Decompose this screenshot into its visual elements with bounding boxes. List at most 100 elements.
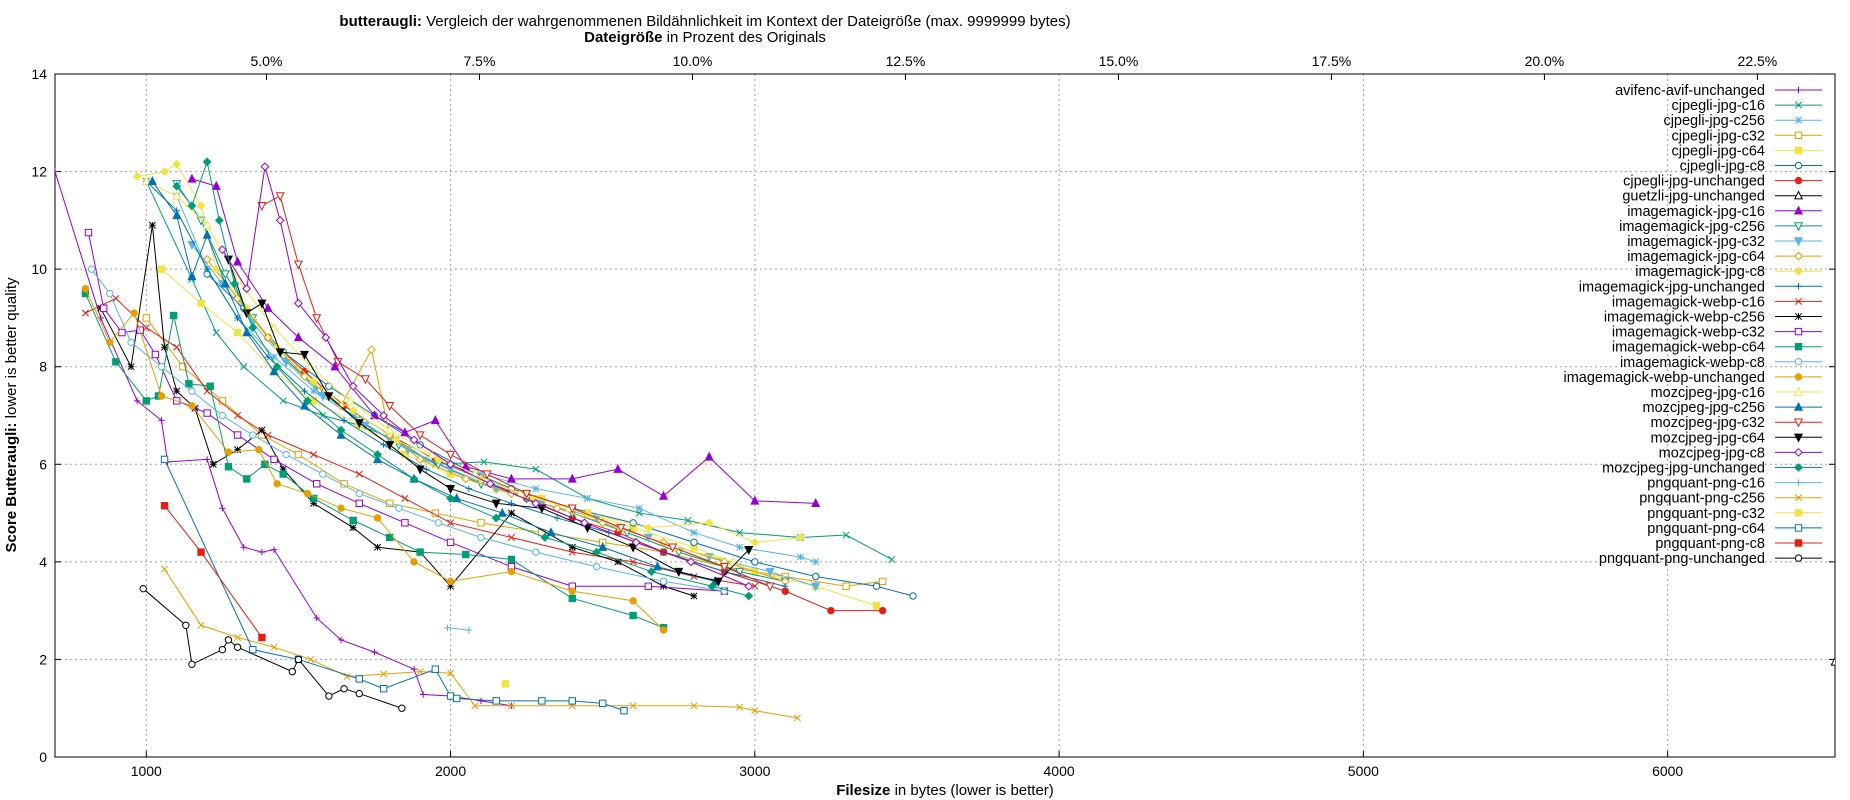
data-point	[209, 460, 217, 468]
data-point	[234, 314, 241, 322]
legend-label: mozcjpeg-jpg-c32	[1651, 415, 1765, 431]
data-point	[258, 548, 266, 556]
data-point	[385, 402, 395, 412]
series-line	[206, 273, 914, 597]
data-point	[628, 543, 638, 553]
data-point	[751, 707, 759, 715]
data-point	[659, 626, 668, 634]
data-point	[234, 411, 242, 420]
series-line	[206, 259, 786, 582]
series-line	[146, 180, 734, 563]
data-point	[258, 633, 266, 642]
data-point	[1795, 86, 1802, 94]
data-point	[684, 516, 692, 524]
data-point	[185, 380, 193, 388]
data-point	[55, 168, 59, 175]
legend-label: pngquant-png-c64	[1647, 521, 1765, 537]
series-pngquant-png-c32	[501, 680, 510, 688]
data-point	[257, 299, 267, 309]
x-tick-label: 2000	[435, 763, 466, 779]
series-mozcjpeg-jpg-c16	[141, 176, 739, 566]
data-point	[1794, 509, 1803, 517]
legend-entry: imagemagick-jpg-c32	[1627, 234, 1822, 250]
data-point	[391, 435, 401, 445]
series-imagemagick-webp-unchanged	[81, 284, 668, 634]
data-point	[531, 498, 541, 508]
data-point	[203, 456, 211, 463]
data-point	[309, 494, 318, 503]
legend-entry: mozcjpeg-jpg-c256	[1642, 400, 1822, 416]
data-point	[325, 692, 333, 700]
data-point	[233, 643, 242, 651]
data-point	[480, 458, 488, 466]
series-guetzli-jpg-unchanged	[1830, 656, 1835, 666]
series-line	[137, 163, 801, 543]
series-pngquant-png-c64	[160, 455, 628, 715]
data-point	[157, 363, 166, 371]
data-point	[592, 547, 602, 557]
data-point	[507, 555, 516, 564]
data-point	[477, 470, 485, 478]
top-tick-label: 10.0%	[673, 53, 713, 69]
data-point	[355, 675, 363, 683]
data-point	[173, 387, 181, 395]
data-point	[1794, 554, 1803, 562]
data-point	[224, 636, 233, 644]
data-point	[187, 201, 197, 211]
legend-entry: cjpegli-jpg-c8	[1680, 159, 1822, 175]
data-point	[255, 445, 263, 454]
data-point	[218, 411, 227, 420]
data-point	[240, 544, 247, 551]
data-point	[1793, 237, 1804, 247]
top-axis-title: Dateigröße in Prozent des Originals	[584, 29, 826, 46]
data-point	[345, 395, 355, 405]
data-point	[652, 561, 662, 571]
data-point	[203, 265, 211, 273]
data-point	[264, 353, 272, 361]
data-point	[567, 504, 577, 514]
data-point	[532, 465, 540, 473]
data-point	[410, 665, 418, 673]
data-point	[294, 655, 303, 664]
legend-label: mozcjpeg-jpg-c64	[1651, 430, 1765, 446]
data-point	[148, 221, 156, 229]
series-imagemagick-jpg-unchanged	[143, 178, 789, 590]
legend-label: guetzli-jpg-unchanged	[1622, 189, 1765, 205]
series-imagemagick-webp-c32	[84, 228, 729, 595]
data-point	[270, 546, 278, 553]
data-point	[275, 192, 285, 202]
data-point	[583, 494, 592, 502]
legend-entry: pngquant-png-c16	[1647, 476, 1822, 492]
legend-label: imagemagick-webp-c256	[1604, 310, 1765, 326]
legend-entry: imagemagick-webp-c32	[1612, 325, 1822, 341]
data-point	[827, 606, 835, 615]
legend: avifenc-avif-unchangedcjpegli-jpg-c16cjp…	[1563, 83, 1822, 567]
data-point	[704, 518, 714, 528]
data-point	[87, 265, 96, 273]
data-point	[409, 435, 419, 445]
data-point	[385, 424, 395, 434]
grid-layer	[55, 74, 1835, 757]
legend-label: pngquant-png-c8	[1655, 536, 1765, 552]
data-point	[690, 592, 698, 600]
data-point	[580, 518, 589, 528]
data-point	[386, 533, 394, 542]
data-point	[187, 173, 197, 183]
top-tick-label: 20.0%	[1525, 53, 1565, 69]
data-point	[568, 543, 576, 551]
data-point	[430, 415, 440, 425]
y-tick-label: 10	[31, 261, 47, 277]
data-point	[1794, 131, 1803, 140]
data-point	[482, 470, 492, 480]
data-point	[319, 411, 327, 420]
data-point	[1794, 146, 1803, 155]
data-point	[212, 329, 220, 337]
data-point	[690, 538, 698, 547]
data-point	[765, 582, 775, 592]
data-point	[659, 490, 669, 500]
data-point	[1794, 358, 1803, 366]
top-tick-label: 15.0%	[1099, 53, 1139, 69]
data-point	[434, 519, 443, 527]
data-point	[1793, 222, 1804, 232]
data-point	[220, 270, 230, 280]
